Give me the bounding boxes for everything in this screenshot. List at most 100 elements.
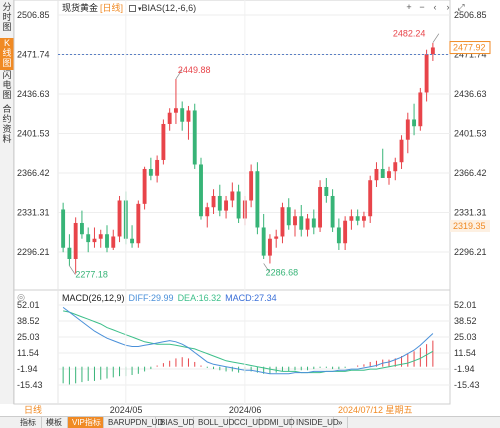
candle-down bbox=[236, 191, 241, 219]
candle-up bbox=[343, 220, 348, 244]
macd-tick-left: 25.03 bbox=[17, 332, 40, 342]
candle-up bbox=[117, 200, 122, 237]
period-button[interactable]: 日线 bbox=[24, 405, 43, 415]
candle-up bbox=[305, 218, 310, 230]
candle-up bbox=[318, 186, 323, 228]
bottom-tab-5[interactable]: BOLL_UD bbox=[194, 417, 234, 428]
macd-tick-left: 11.54 bbox=[17, 348, 39, 358]
candle-down bbox=[380, 168, 385, 178]
bottom-tab-9[interactable]: » bbox=[334, 417, 348, 428]
tab-contract-info[interactable]: 合约资料 bbox=[0, 104, 14, 148]
candle-up bbox=[224, 200, 229, 211]
candle-down bbox=[355, 216, 360, 221]
macd-tick-right: 25.03 bbox=[454, 332, 477, 342]
candle-down bbox=[311, 218, 316, 228]
candle-up bbox=[293, 216, 297, 226]
bottom-tab-1[interactable]: 模板 bbox=[42, 417, 68, 428]
price-tick-left: 2331.31 bbox=[17, 208, 50, 218]
caret-down-icon: ▾ bbox=[138, 6, 142, 13]
macd-tick-right: -1.94 bbox=[454, 364, 475, 374]
macd-tick-right: 38.52 bbox=[454, 316, 477, 326]
chart-frame bbox=[13, 0, 451, 405]
macd-diff-value: DIFF:29.99 bbox=[128, 293, 174, 303]
bottom-tab-8[interactable]: INSIDE_UD bbox=[292, 417, 339, 428]
macd-tick-left: -15.43 bbox=[17, 380, 43, 390]
candle-up bbox=[349, 216, 354, 221]
candle-up bbox=[167, 112, 172, 124]
candle-down bbox=[217, 195, 222, 211]
high-recent-annotation-leader bbox=[432, 33, 440, 43]
candle-down bbox=[255, 171, 260, 228]
candle-up bbox=[430, 47, 435, 55]
price-tick-right: 2296.21 bbox=[454, 247, 487, 257]
indicator-label: BIAS(12,-6,6) bbox=[141, 3, 197, 13]
lower-price-box bbox=[450, 219, 490, 232]
zoom-in-icon[interactable]: + bbox=[406, 2, 412, 12]
candle-down bbox=[79, 222, 84, 235]
candle-up bbox=[418, 92, 423, 127]
x-axis: 2024/05 2024/06 2024/07/12 星期五 bbox=[110, 0, 413, 415]
prev-icon[interactable]: ‹ bbox=[433, 2, 437, 12]
candle-up bbox=[405, 119, 410, 140]
candle-up bbox=[98, 234, 103, 239]
macd-tick-left: -1.94 bbox=[17, 364, 38, 374]
diff-line bbox=[62, 306, 434, 375]
price-tick-right: 2506.85 bbox=[454, 10, 487, 20]
candle-up bbox=[424, 54, 429, 93]
bottom-tab-0[interactable]: 指标 bbox=[16, 417, 42, 428]
candle-up bbox=[136, 203, 141, 244]
period-label[interactable]: [日线] bbox=[100, 3, 124, 13]
collapse-icon[interactable]: ◎ bbox=[17, 292, 25, 302]
current-price-label: 2477.92 bbox=[453, 43, 486, 53]
macd-name: MACD(26,12,9) bbox=[62, 293, 125, 303]
candle-up bbox=[267, 238, 272, 256]
zoom-out-icon[interactable]: − bbox=[419, 2, 425, 12]
tab-timeshare-label: 分时图 bbox=[2, 2, 12, 32]
macd-value: MACD:27.34 bbox=[225, 293, 277, 303]
candle-up bbox=[92, 238, 97, 243]
price-tick-left: 2436.63 bbox=[17, 89, 50, 99]
candle-down bbox=[192, 110, 197, 165]
candle-down bbox=[86, 234, 91, 243]
candle-up bbox=[73, 222, 78, 259]
next-icon[interactable]: › bbox=[446, 2, 450, 12]
low-left-annotation: 2277.18 bbox=[75, 270, 108, 280]
current-price-box bbox=[449, 41, 491, 55]
candle-down bbox=[261, 227, 266, 256]
candle-down bbox=[299, 216, 304, 230]
macd-dea-value: DEA:16.32 bbox=[177, 293, 222, 303]
price-axis: 2506.85 2506.85 2471.74 2471.74 2436.63 2436.… bbox=[17, 10, 487, 257]
candle-down bbox=[199, 164, 203, 217]
candle-up bbox=[161, 123, 166, 160]
price-tick-right: 2331.31 bbox=[454, 208, 487, 218]
candle-down bbox=[286, 207, 291, 226]
macd-tick-left: 52.01 bbox=[17, 300, 40, 310]
candle-up bbox=[111, 236, 116, 248]
candle-down bbox=[180, 108, 185, 122]
bottom-tab-6[interactable]: CCI_UD bbox=[230, 417, 264, 428]
grid-lines bbox=[58, 14, 450, 253]
tab-lightning[interactable]: 闪电图 bbox=[0, 70, 14, 104]
candle-up bbox=[399, 139, 404, 163]
instrument-title: 现货黄金 bbox=[62, 3, 99, 13]
tab-timeshare[interactable]: 分时图 bbox=[0, 2, 14, 38]
bottom-tab-3[interactable]: BARUPDN_UD bbox=[104, 417, 163, 428]
candle-up bbox=[274, 236, 279, 239]
candle-up bbox=[186, 110, 191, 122]
indicator-selector[interactable]: ▾ bbox=[129, 3, 142, 13]
price-tick-left: 2506.85 bbox=[17, 10, 50, 20]
fullscreen-icon[interactable]: ⤢ bbox=[457, 2, 465, 12]
bottom-tab-7[interactable]: DMI_UD bbox=[260, 417, 295, 428]
bottom-tab-2[interactable]: VIP指标 bbox=[68, 417, 104, 428]
candle-down bbox=[148, 168, 153, 176]
low-mid-annotation-leader bbox=[263, 263, 270, 273]
high-mid-annotation-leader bbox=[175, 69, 183, 80]
price-tick-right: 2436.63 bbox=[454, 89, 487, 99]
price-annotations: 2477.92 2319.35 2482.24 2449.88 2277.18 2286.… bbox=[58, 29, 491, 280]
bottom-tab-4[interactable]: BIAS_UD bbox=[156, 417, 194, 428]
candle-up bbox=[205, 207, 210, 217]
tab-kline[interactable]: K线图 bbox=[0, 38, 14, 70]
candle-down bbox=[324, 186, 329, 196]
high-mid-annotation: 2449.88 bbox=[178, 65, 211, 75]
